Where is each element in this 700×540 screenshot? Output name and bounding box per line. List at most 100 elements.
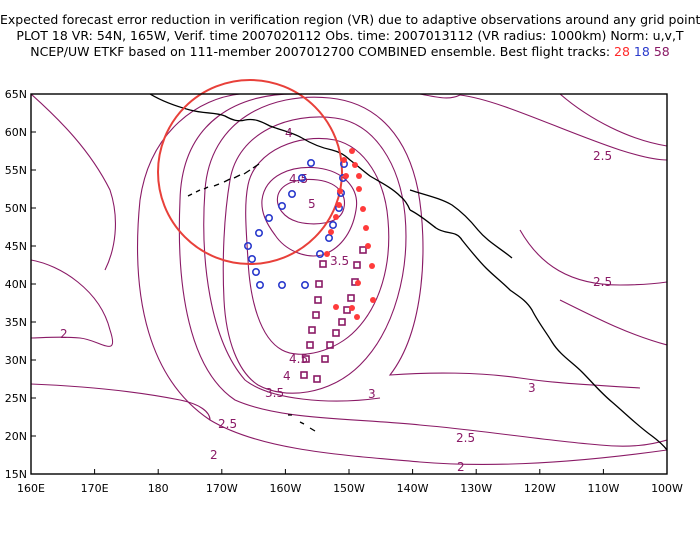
y-tick-label: 60N xyxy=(5,126,27,139)
contour-2 xyxy=(137,94,667,466)
x-tick-label: 170E xyxy=(81,482,109,495)
contour-2-west-upper xyxy=(31,94,116,271)
track-28-point xyxy=(363,225,369,231)
x-tick-label: 140W xyxy=(397,482,429,495)
track-58-point xyxy=(300,371,308,379)
track-58-point xyxy=(313,375,321,383)
x-tick-label: 180 xyxy=(148,482,169,495)
track-58-point xyxy=(321,355,329,363)
contour-label-2-5-east: 2.5 xyxy=(593,149,612,163)
track-58-point xyxy=(306,341,314,349)
contour-2-5-southeast xyxy=(519,229,667,286)
y-tick-label: 40N xyxy=(5,278,27,291)
contour-2-west xyxy=(31,259,114,347)
track-58-point xyxy=(326,341,334,349)
track-18-point xyxy=(255,280,264,289)
track-58-point xyxy=(319,260,327,268)
coastline xyxy=(149,94,667,451)
contour-label-2-south: 2 xyxy=(210,448,218,462)
track-28-point xyxy=(369,263,375,269)
track-28-point xyxy=(324,251,330,257)
map-title-line-2: PLOT 18 VR: 54N, 165W, Verif. time 20070… xyxy=(16,28,684,43)
track-28-point xyxy=(343,173,349,179)
inner-coast xyxy=(409,189,513,259)
y-tick-label: 55N xyxy=(5,164,27,177)
track-18-point xyxy=(300,280,309,289)
track-58-point xyxy=(338,318,346,326)
contour-label-3-south: 3 xyxy=(368,387,376,401)
x-tick-label: 150W xyxy=(333,482,365,495)
x-tick-label: 160E xyxy=(17,482,45,495)
contour-2-east xyxy=(559,94,667,147)
x-tick-label: 100W xyxy=(651,482,683,495)
track-28-label: 28 xyxy=(614,44,630,59)
track-58-point xyxy=(353,261,361,269)
flight-track-28 xyxy=(324,148,376,320)
track-18-point xyxy=(244,242,253,251)
track-18-point xyxy=(297,174,306,183)
contour-labels: 4 4.5 5 3.5 2.5 2.5 2 3 2.5 2 3.5 4 4.5 … xyxy=(60,126,612,474)
track-28-point xyxy=(336,202,342,208)
track-18-point xyxy=(277,202,286,211)
track-28-point xyxy=(356,186,362,192)
track-18-point xyxy=(328,221,337,230)
y-tick-label: 30N xyxy=(5,354,27,367)
track-58-point xyxy=(308,326,316,334)
contour-label-2-5-south: 2.5 xyxy=(456,431,475,445)
x-tick-label: 130W xyxy=(460,482,492,495)
y-tick-label: 15N xyxy=(5,468,27,481)
track-58-point xyxy=(314,296,322,304)
track-28-point xyxy=(354,314,360,320)
x-tick-label: 110W xyxy=(587,482,619,495)
track-28-point xyxy=(341,157,347,163)
track-28-point xyxy=(349,305,355,311)
x-axis: 160E 170E 180 170W 160W 150W 140W 130W 120W 110W 1… xyxy=(17,469,683,495)
y-tick-label: 35N xyxy=(5,316,27,329)
track-18-point xyxy=(277,280,286,289)
y-tick-label: 65N xyxy=(5,88,27,101)
track-58-point xyxy=(347,294,355,302)
y-tick-label: 45N xyxy=(5,240,27,253)
track-28-point xyxy=(349,148,355,154)
track-28-point xyxy=(328,229,334,235)
contour-4 xyxy=(245,137,390,355)
y-tick-label: 25N xyxy=(5,392,27,405)
track-18-point xyxy=(306,159,315,168)
alaska-coast xyxy=(149,94,411,211)
track-28-point xyxy=(355,280,361,286)
contour-2-5-east xyxy=(459,94,667,161)
contour-label-2-west: 2 xyxy=(60,327,68,341)
track-28-point xyxy=(365,243,371,249)
track-28-point xyxy=(337,188,343,194)
track-18-point xyxy=(255,229,264,238)
contour-label-5: 5 xyxy=(308,197,316,211)
contour-2-east-lower xyxy=(559,299,667,346)
flight-track-18 xyxy=(244,159,348,289)
track-18-point xyxy=(315,250,324,259)
contour-label-4: 4 xyxy=(285,126,293,140)
track-28-point xyxy=(333,304,339,310)
contour-2-north xyxy=(419,94,461,99)
y-tick-label: 50N xyxy=(5,202,27,215)
north-america-coast xyxy=(409,209,667,451)
track-58-point xyxy=(332,329,340,337)
track-28-point xyxy=(356,173,362,179)
track-58-point xyxy=(302,355,310,363)
contour-label-2-5-southeast: 2.5 xyxy=(593,275,612,289)
track-28-point xyxy=(360,206,366,212)
track-28-point xyxy=(352,162,358,168)
map-title-line-3: NCEP/UW ETKF based on 111-member 2007012… xyxy=(0,44,700,60)
flight-track-58 xyxy=(300,246,367,383)
track-58-label: 58 xyxy=(653,44,670,59)
contour-label-3-5-north: 3.5 xyxy=(330,254,349,268)
track-18-point xyxy=(264,214,273,223)
map-title-line-1: Expected forecast error reduction in ver… xyxy=(0,12,700,27)
track-28-point xyxy=(370,297,376,303)
aleutian-islands xyxy=(187,163,260,197)
x-tick-label: 160W xyxy=(269,482,301,495)
track-18-label: 18 xyxy=(633,44,650,59)
contour-2-5 xyxy=(178,94,667,447)
x-tick-label: 170W xyxy=(206,482,238,495)
track-18-point xyxy=(324,234,333,243)
